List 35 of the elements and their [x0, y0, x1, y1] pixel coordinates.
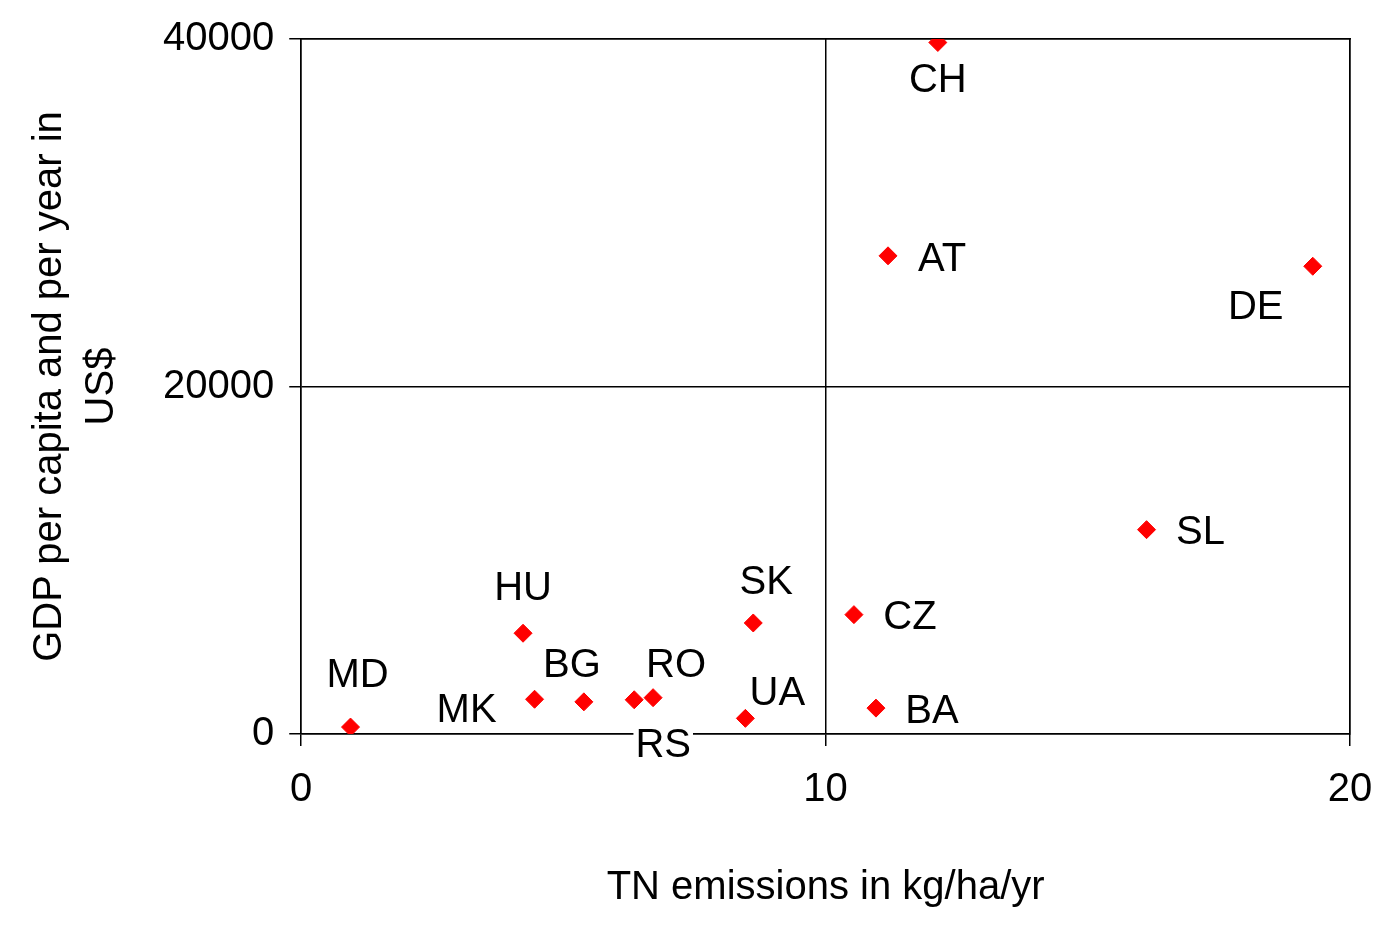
point [878, 246, 898, 266]
point [574, 692, 594, 712]
y-tick-label: 20000 [163, 361, 275, 406]
y-tick-label: 0 [251, 709, 275, 754]
point [1303, 256, 1323, 276]
annotation: CZ [883, 592, 937, 637]
annotation: RO [646, 640, 707, 685]
point [525, 689, 545, 709]
x-tick-label: 0 [290, 765, 313, 810]
annotation: SK [739, 558, 794, 603]
annotation: MD [326, 651, 389, 696]
point [866, 698, 886, 718]
annotation: BA [905, 687, 959, 732]
annotation: RS [635, 720, 691, 765]
point [844, 605, 864, 625]
point [513, 623, 533, 643]
annotation: SL [1176, 507, 1226, 552]
x-axis-title: TN emissions in kg/ha/yr [606, 863, 1045, 908]
x-tick-label: 10 [803, 765, 848, 810]
point [341, 717, 361, 734]
point [1137, 520, 1157, 540]
annotation: AT [917, 234, 967, 279]
point [624, 690, 644, 710]
annotation: MK [436, 686, 497, 731]
annotation: CH [908, 55, 967, 100]
point [743, 613, 763, 633]
y-axis-title: GDP per capita and per year in US$ [25, 111, 122, 662]
annotation: UA [749, 669, 806, 714]
annotation: BG [542, 640, 601, 685]
y-tick-label: 40000 [163, 14, 275, 59]
annotation: DE [1227, 283, 1284, 328]
x-tick-label: 20 [1327, 765, 1373, 810]
point [735, 708, 755, 728]
annotation: HU [494, 564, 552, 609]
point [643, 688, 663, 708]
